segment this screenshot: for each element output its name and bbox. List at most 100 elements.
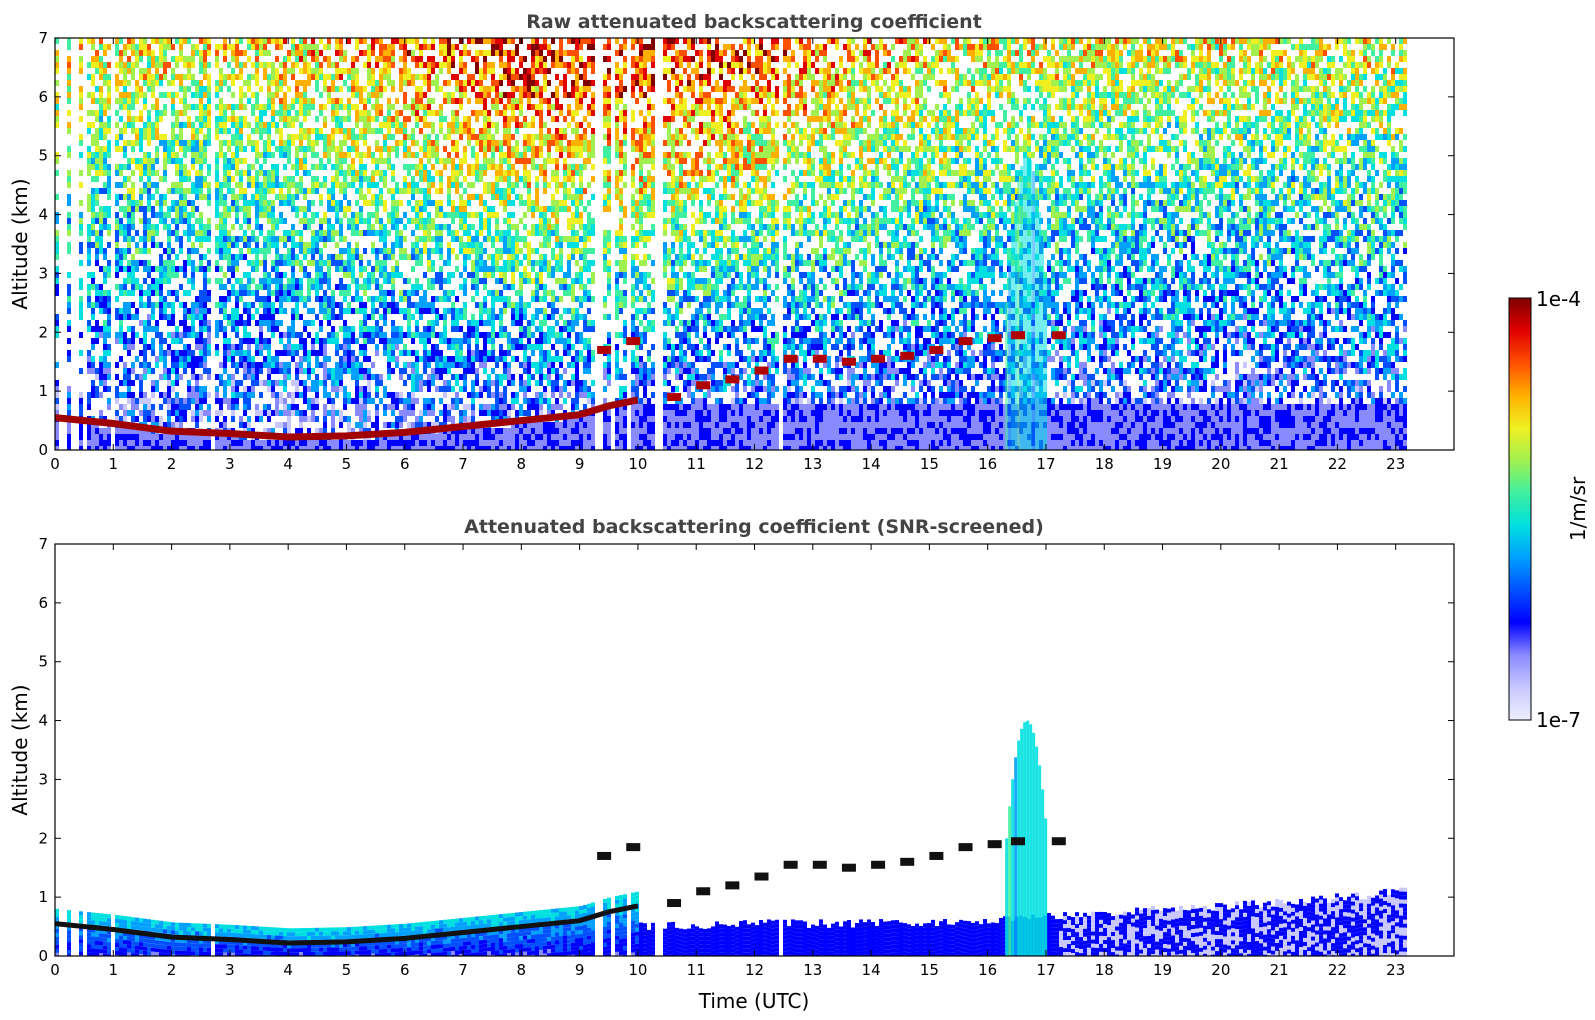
raw-cell bbox=[291, 242, 295, 248]
raw-cell bbox=[503, 230, 507, 236]
raw-cell bbox=[191, 392, 195, 398]
raw-cell bbox=[103, 272, 107, 278]
raw-cell bbox=[283, 332, 287, 338]
raw-cell bbox=[299, 446, 303, 450]
raw-cell bbox=[403, 236, 407, 242]
raw-cell bbox=[511, 116, 515, 122]
raw-cell bbox=[143, 356, 147, 362]
raw-cell bbox=[351, 446, 355, 450]
raw-cell bbox=[351, 254, 355, 260]
raw-cell bbox=[287, 410, 291, 416]
raw-cell bbox=[391, 296, 395, 302]
raw-cell bbox=[475, 176, 479, 182]
raw-cell bbox=[467, 392, 471, 398]
raw-cell bbox=[155, 212, 159, 218]
raw-cell bbox=[263, 242, 267, 248]
raw-cell bbox=[259, 314, 263, 320]
raw-cell bbox=[515, 194, 519, 200]
raw-cell bbox=[311, 404, 315, 410]
raw-cell bbox=[299, 182, 303, 188]
raw-cell bbox=[143, 260, 147, 266]
raw-cell bbox=[491, 320, 495, 326]
raw-cell bbox=[411, 248, 415, 254]
raw-cell bbox=[375, 98, 379, 104]
raw-cell bbox=[267, 386, 271, 392]
raw-cell bbox=[175, 290, 179, 296]
raw-cell bbox=[187, 140, 191, 146]
raw-cell bbox=[191, 308, 195, 314]
raw-cell bbox=[423, 410, 427, 416]
raw-cell bbox=[463, 362, 467, 368]
raw-cell bbox=[95, 236, 99, 242]
raw-cell bbox=[207, 134, 211, 140]
raw-cell bbox=[495, 212, 499, 218]
raw-cell bbox=[143, 338, 147, 344]
raw-cell bbox=[155, 440, 159, 446]
raw-cell bbox=[223, 38, 227, 44]
raw-cell bbox=[423, 440, 427, 446]
raw-cell bbox=[431, 164, 435, 170]
raw-cell bbox=[131, 440, 135, 446]
raw-cell bbox=[463, 122, 467, 128]
raw-cell bbox=[223, 200, 227, 206]
raw-cell bbox=[439, 398, 443, 404]
raw-cell bbox=[307, 350, 311, 356]
raw-cell bbox=[511, 398, 515, 404]
raw-cell bbox=[507, 194, 511, 200]
raw-cell bbox=[243, 446, 247, 450]
raw-cell bbox=[143, 242, 147, 248]
raw-cell bbox=[143, 290, 147, 296]
raw-cell bbox=[363, 116, 367, 122]
raw-cell bbox=[311, 236, 315, 242]
raw-cell bbox=[431, 224, 435, 230]
raw-cell bbox=[279, 446, 283, 450]
raw-cell bbox=[515, 302, 519, 308]
raw-cell bbox=[187, 332, 191, 338]
raw-cell bbox=[87, 296, 91, 302]
raw-cell bbox=[371, 374, 375, 380]
raw-cell bbox=[95, 386, 99, 392]
raw-cell bbox=[151, 314, 155, 320]
raw-cell bbox=[471, 170, 475, 176]
raw-cell bbox=[291, 62, 295, 68]
raw-cell bbox=[455, 254, 459, 260]
raw-cell bbox=[139, 392, 143, 398]
raw-cell bbox=[503, 410, 507, 416]
raw-cell bbox=[235, 308, 239, 314]
raw-cell bbox=[251, 62, 255, 68]
raw-cell bbox=[275, 362, 279, 368]
raw-cell bbox=[311, 344, 315, 350]
raw-cell bbox=[227, 104, 231, 110]
raw-cell bbox=[355, 248, 359, 254]
raw-cell bbox=[255, 404, 259, 410]
raw-cell bbox=[343, 134, 347, 140]
raw-cell bbox=[419, 116, 423, 122]
raw-cell bbox=[375, 410, 379, 416]
raw-cell bbox=[375, 80, 379, 86]
raw-cell bbox=[451, 434, 455, 440]
raw-cell bbox=[403, 416, 407, 422]
raw-cell bbox=[171, 98, 175, 104]
raw-cell bbox=[183, 416, 187, 422]
raw-cell bbox=[415, 110, 419, 116]
raw-cell bbox=[115, 230, 119, 236]
raw-cell bbox=[495, 128, 499, 134]
raw-cell bbox=[295, 392, 299, 398]
raw-cell bbox=[463, 116, 467, 122]
raw-cell bbox=[107, 302, 111, 308]
raw-cell bbox=[151, 290, 155, 296]
raw-cell bbox=[259, 440, 263, 446]
raw-cell bbox=[195, 416, 199, 422]
raw-cell bbox=[427, 362, 431, 368]
raw-cell bbox=[99, 296, 103, 302]
raw-cell bbox=[243, 188, 247, 194]
raw-cell bbox=[223, 170, 227, 176]
raw-cell bbox=[407, 104, 411, 110]
raw-cell bbox=[231, 116, 235, 122]
raw-cell bbox=[55, 392, 59, 398]
raw-cell bbox=[311, 164, 315, 170]
raw-cell bbox=[503, 218, 507, 224]
raw-cell bbox=[127, 62, 131, 68]
raw-cell bbox=[259, 86, 263, 92]
raw-cell bbox=[171, 266, 175, 272]
